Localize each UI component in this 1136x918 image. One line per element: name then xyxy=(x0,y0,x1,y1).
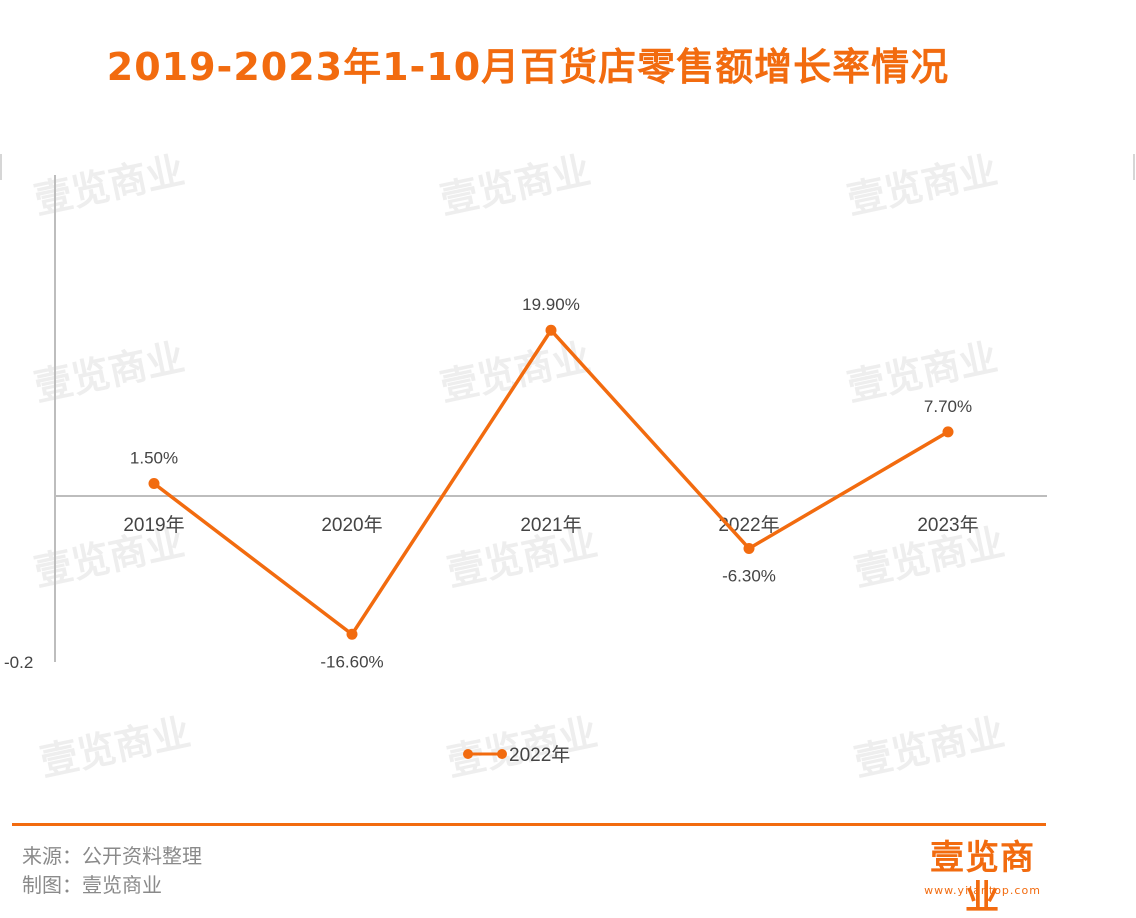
legend: 2022年 xyxy=(463,744,570,766)
watermark-text: 壹览商业 xyxy=(850,710,1008,785)
x-tick-label: 2020年 xyxy=(321,514,382,536)
data-label: -16.60% xyxy=(320,652,383,671)
watermark-text: 壹览商业 xyxy=(843,148,1001,223)
x-tick-label: 2019年 xyxy=(123,514,184,536)
legend-marker-left xyxy=(463,749,473,759)
data-point xyxy=(148,478,160,490)
brand-url: www.yilantop.com xyxy=(924,884,1041,897)
watermark-text: 壹览商业 xyxy=(436,148,594,223)
x-tick-label: 2021年 xyxy=(520,514,581,536)
source-note: 来源：公开资料整理 xyxy=(22,844,202,868)
data-label: -6.30% xyxy=(722,566,776,585)
brand-logo: 壹览商业 xyxy=(930,838,1035,918)
data-label: 7.70% xyxy=(924,397,972,416)
data-label: 1.50% xyxy=(130,449,178,468)
left-edge-mark xyxy=(0,154,2,180)
chart-title: 2019-2023年1-10月百货店零售额增长率情况 xyxy=(106,45,950,89)
legend-label: 2022年 xyxy=(509,744,570,766)
right-edge-mark xyxy=(1133,154,1135,180)
watermark-text: 壹览商业 xyxy=(436,335,594,410)
data-point xyxy=(545,324,557,336)
legend-marker-right xyxy=(497,749,507,759)
series-layer: 1.50% -16.60% 19.90% -6.30% 7.70% xyxy=(130,295,972,671)
y-tick-label: -0.2 xyxy=(4,653,33,672)
made-by-note: 制图：壹览商业 xyxy=(22,873,162,897)
x-tick-labels: 2019年 2020年 2021年 2022年 2023年 xyxy=(123,514,978,536)
watermark-text: 壹览商业 xyxy=(843,335,1001,410)
footer-divider xyxy=(12,823,1046,826)
data-point xyxy=(346,628,358,640)
watermark-text: 壹览商业 xyxy=(36,710,194,785)
data-label: 19.90% xyxy=(522,295,580,314)
data-point xyxy=(942,426,954,438)
data-point xyxy=(743,542,755,554)
x-tick-label: 2023年 xyxy=(917,514,978,536)
